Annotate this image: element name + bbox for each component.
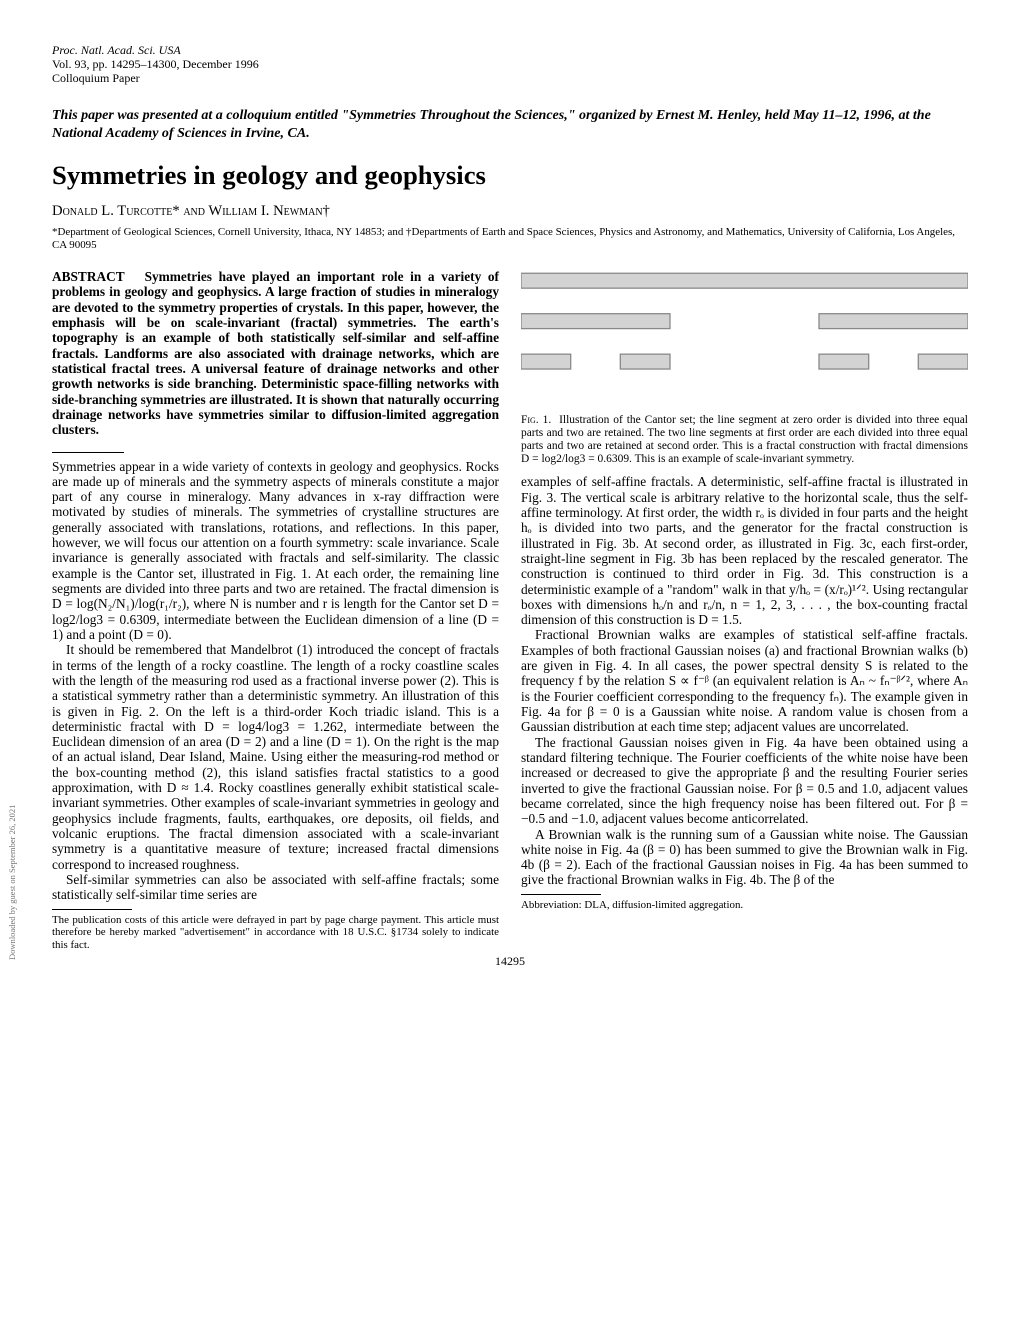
body-col2-p2: Fractional Brownian walks are examples o… — [521, 627, 968, 734]
journal-volpp: Vol. 93, pp. 14295–14300, December 1996 — [52, 58, 968, 72]
separator-rule — [52, 452, 124, 453]
body-col2-p1: examples of self-affine fractals. A dete… — [521, 474, 968, 627]
abbreviation-footnote: Abbreviation: DLA, diffusion-limited agg… — [521, 899, 968, 912]
publication-footnote: The publication costs of this article we… — [52, 914, 499, 952]
page-number: 14295 — [52, 955, 968, 969]
authors: Donald L. Turcotte* and William I. Newma… — [52, 203, 968, 220]
body-p2: It should be remembered that Mandelbrot … — [52, 642, 499, 872]
body-col2-p3: The fractional Gaussian noises given in … — [521, 735, 968, 827]
journal-section: Colloquium Paper — [52, 72, 968, 86]
footnote-rule-left — [52, 909, 132, 910]
journal-header: Proc. Natl. Acad. Sci. USA Vol. 93, pp. … — [52, 44, 968, 85]
figure-1: Fig. 1. Illustration of the Cantor set; … — [521, 269, 968, 466]
abstract-label: ABSTRACT — [52, 269, 145, 284]
cantor-set-svg — [521, 269, 968, 409]
colloquium-note: This paper was presented at a colloquium… — [52, 107, 968, 142]
article-title: Symmetries in geology and geophysics — [52, 160, 968, 191]
body-p3: Self-similar symmetries can also be asso… — [52, 872, 499, 903]
abstract-text: Symmetries have played an important role… — [52, 269, 499, 437]
affiliations: *Department of Geological Sciences, Corn… — [52, 226, 968, 251]
figure-1-caption-text: Illustration of the Cantor set; the line… — [521, 414, 968, 466]
figure-1-label: Fig. 1. — [521, 414, 551, 426]
body-p1: Symmetries appear in a wide variety of c… — [52, 459, 499, 643]
download-watermark: Downloaded by guest on September 26, 202… — [8, 805, 18, 960]
abstract: ABSTRACT Symmetries have played an impor… — [52, 269, 499, 437]
figure-1-caption: Fig. 1. Illustration of the Cantor set; … — [521, 414, 968, 467]
journal-name: Proc. Natl. Acad. Sci. USA — [52, 44, 968, 58]
body-col2-p4: A Brownian walk is the running sum of a … — [521, 827, 968, 888]
footnote-rule-right — [521, 894, 601, 895]
